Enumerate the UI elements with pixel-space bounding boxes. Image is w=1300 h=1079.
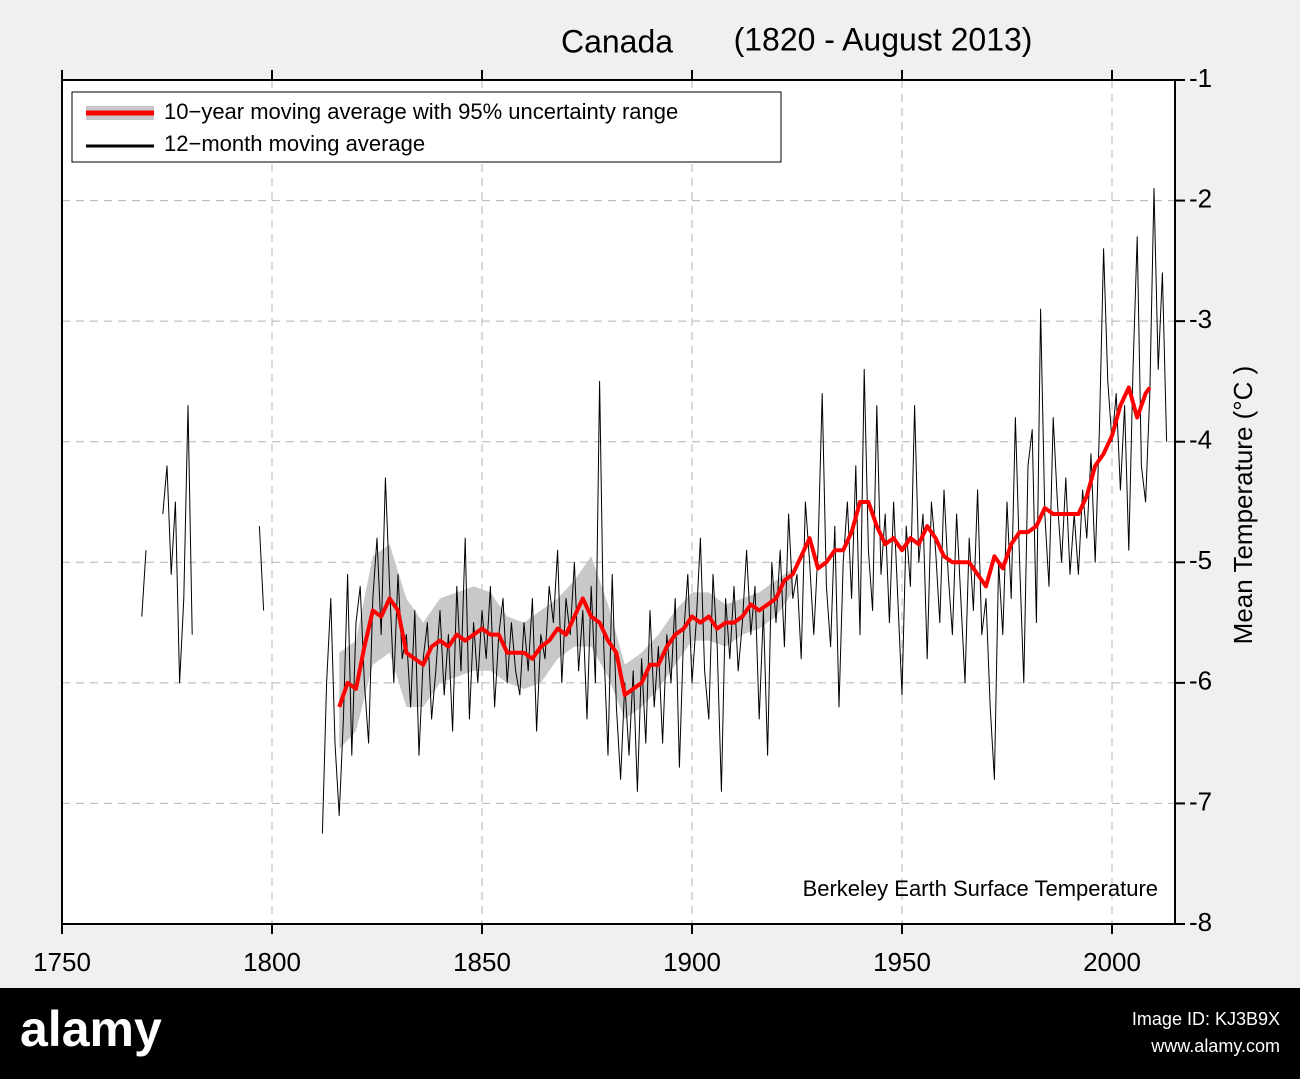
y-tick-label: -4 — [1189, 425, 1212, 455]
legend-label: 10−year moving average with 95% uncertai… — [164, 99, 678, 124]
y-axis-label: Mean Temperature (°C ) — [1228, 366, 1258, 645]
watermark-bar — [0, 988, 1300, 1079]
y-tick-label: -1 — [1189, 63, 1212, 93]
uncertainty-band — [339, 544, 793, 750]
legend: 10−year moving average with 95% uncertai… — [71, 91, 782, 163]
x-tick-label: 2000 — [1083, 947, 1141, 977]
annotation: Berkeley Earth Surface Temperature — [803, 876, 1158, 901]
watermark-id: Image ID: KJ3B9X — [1132, 1009, 1280, 1029]
x-tick-label: 1900 — [663, 947, 721, 977]
x-tick-label: 1950 — [873, 947, 931, 977]
chart-title: Canada — [561, 23, 673, 59]
legend-box — [71, 91, 782, 163]
chart-subtitle: (1820 - August 2013) — [734, 21, 1033, 57]
y-tick-label: -2 — [1189, 183, 1212, 213]
legend-label: 12−month moving average — [164, 131, 425, 156]
y-tick-label: -3 — [1189, 304, 1212, 334]
watermark-url: www.alamy.com — [1150, 1036, 1280, 1056]
watermark-brand: alamy — [20, 1001, 162, 1057]
x-tick-label: 1750 — [33, 947, 91, 977]
plot-frame — [61, 79, 1176, 925]
y-tick-label: -5 — [1189, 545, 1212, 575]
x-tick-label: 1850 — [453, 947, 511, 977]
y-tick-label: -6 — [1189, 666, 1212, 696]
y-tick-label: -8 — [1189, 907, 1212, 937]
plot-area — [62, 80, 1175, 924]
data-line — [337, 385, 1152, 708]
y-tick-label: -7 — [1189, 786, 1212, 816]
data-line — [141, 188, 1168, 834]
plot-content — [62, 80, 1175, 924]
x-tick-label: 1800 — [243, 947, 301, 977]
